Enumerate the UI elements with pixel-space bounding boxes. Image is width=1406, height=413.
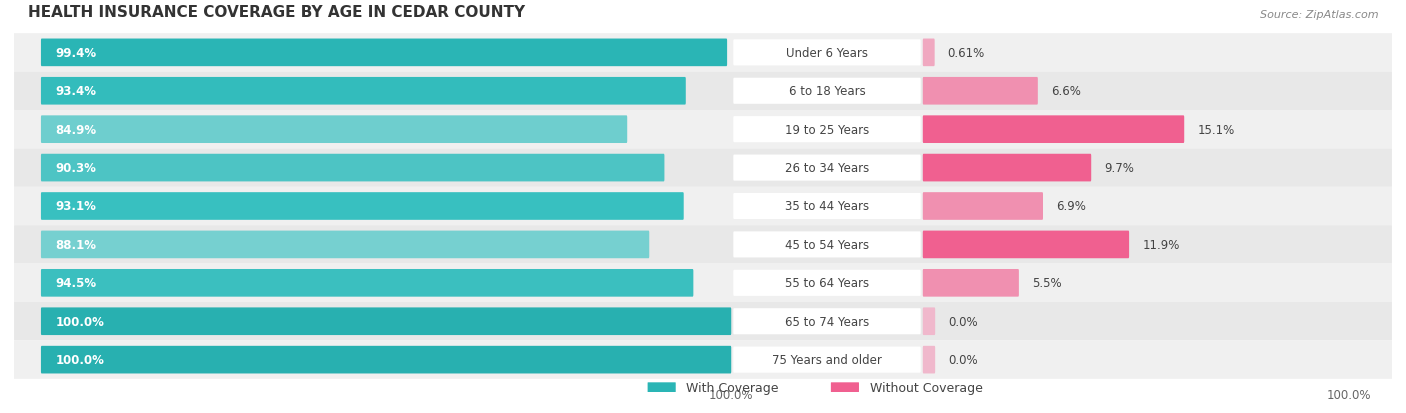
FancyBboxPatch shape <box>41 308 731 335</box>
Text: 94.5%: 94.5% <box>55 277 97 290</box>
Text: 19 to 25 Years: 19 to 25 Years <box>785 123 869 136</box>
Text: Without Coverage: Without Coverage <box>870 381 983 394</box>
Text: 88.1%: 88.1% <box>55 238 97 251</box>
Text: 84.9%: 84.9% <box>55 123 97 136</box>
Text: With Coverage: With Coverage <box>686 381 779 394</box>
FancyBboxPatch shape <box>41 193 683 220</box>
Text: 100.0%: 100.0% <box>1327 389 1371 401</box>
Text: 65 to 74 Years: 65 to 74 Years <box>785 315 869 328</box>
Text: 35 to 44 Years: 35 to 44 Years <box>785 200 869 213</box>
Text: 93.1%: 93.1% <box>55 200 96 213</box>
Text: 45 to 54 Years: 45 to 54 Years <box>785 238 869 251</box>
FancyBboxPatch shape <box>922 269 1019 297</box>
Text: 6.6%: 6.6% <box>1050 85 1081 98</box>
Text: Under 6 Years: Under 6 Years <box>786 47 868 60</box>
Text: 55 to 64 Years: 55 to 64 Years <box>785 277 869 290</box>
Text: 5.5%: 5.5% <box>1032 277 1062 290</box>
FancyBboxPatch shape <box>922 39 935 67</box>
Text: 15.1%: 15.1% <box>1198 123 1234 136</box>
FancyBboxPatch shape <box>14 188 1392 225</box>
FancyBboxPatch shape <box>14 341 1392 379</box>
FancyBboxPatch shape <box>734 155 921 181</box>
FancyBboxPatch shape <box>14 225 1392 264</box>
Text: 0.0%: 0.0% <box>948 353 979 366</box>
FancyBboxPatch shape <box>41 39 727 67</box>
FancyBboxPatch shape <box>41 346 731 374</box>
Text: 6.9%: 6.9% <box>1056 200 1085 213</box>
FancyBboxPatch shape <box>41 269 693 297</box>
Text: 0.0%: 0.0% <box>948 315 979 328</box>
Text: Source: ZipAtlas.com: Source: ZipAtlas.com <box>1260 9 1378 19</box>
FancyBboxPatch shape <box>734 347 921 373</box>
FancyBboxPatch shape <box>734 270 921 296</box>
Text: 26 to 34 Years: 26 to 34 Years <box>785 162 869 175</box>
FancyBboxPatch shape <box>922 231 1129 259</box>
FancyBboxPatch shape <box>734 193 921 220</box>
FancyBboxPatch shape <box>734 117 921 143</box>
FancyBboxPatch shape <box>14 264 1392 302</box>
FancyBboxPatch shape <box>922 78 1038 105</box>
Text: 0.61%: 0.61% <box>948 47 986 60</box>
Text: 6 to 18 Years: 6 to 18 Years <box>789 85 865 98</box>
FancyBboxPatch shape <box>734 309 921 335</box>
FancyBboxPatch shape <box>14 302 1392 341</box>
FancyBboxPatch shape <box>41 116 627 144</box>
FancyBboxPatch shape <box>922 193 1043 220</box>
FancyBboxPatch shape <box>14 72 1392 111</box>
Text: 11.9%: 11.9% <box>1142 238 1180 251</box>
Text: HEALTH INSURANCE COVERAGE BY AGE IN CEDAR COUNTY: HEALTH INSURANCE COVERAGE BY AGE IN CEDA… <box>28 5 524 19</box>
Text: 100.0%: 100.0% <box>55 315 104 328</box>
FancyBboxPatch shape <box>41 231 650 259</box>
FancyBboxPatch shape <box>41 154 665 182</box>
FancyBboxPatch shape <box>831 382 859 392</box>
Text: 93.4%: 93.4% <box>55 85 97 98</box>
FancyBboxPatch shape <box>922 116 1184 144</box>
Text: 9.7%: 9.7% <box>1104 162 1135 175</box>
FancyBboxPatch shape <box>922 346 935 374</box>
FancyBboxPatch shape <box>734 232 921 258</box>
FancyBboxPatch shape <box>734 78 921 104</box>
FancyBboxPatch shape <box>14 34 1392 72</box>
FancyBboxPatch shape <box>922 154 1091 182</box>
Text: 100.0%: 100.0% <box>55 353 104 366</box>
Text: 99.4%: 99.4% <box>55 47 97 60</box>
FancyBboxPatch shape <box>648 382 676 392</box>
FancyBboxPatch shape <box>734 40 921 66</box>
Text: 100.0%: 100.0% <box>709 389 752 401</box>
FancyBboxPatch shape <box>922 308 935 335</box>
Text: 75 Years and older: 75 Years and older <box>772 353 882 366</box>
Text: 90.3%: 90.3% <box>55 162 96 175</box>
FancyBboxPatch shape <box>14 149 1392 188</box>
FancyBboxPatch shape <box>41 78 686 105</box>
FancyBboxPatch shape <box>14 111 1392 149</box>
